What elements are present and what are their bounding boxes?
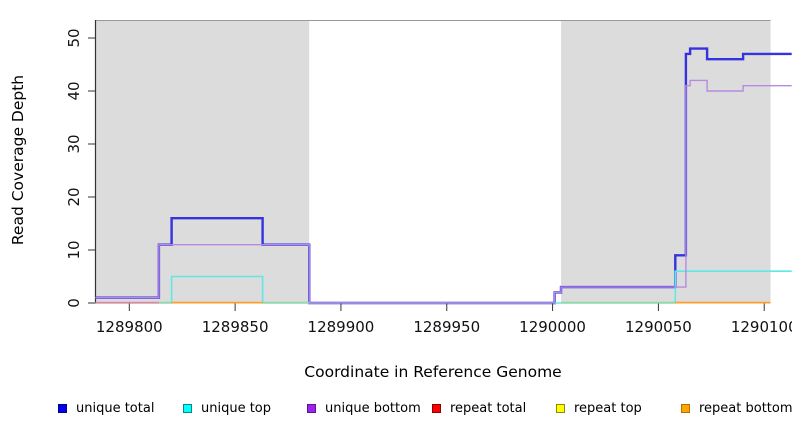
y-tick-label: 50 <box>65 28 83 47</box>
legend-swatch-repeat-total <box>432 403 441 413</box>
y-tick-label: 20 <box>65 187 83 206</box>
x-tick-label: 1290000 <box>519 318 586 336</box>
y-tick-label: 0 <box>65 298 83 308</box>
legend-item-unique-bottom: unique bottom <box>307 398 421 418</box>
legend-swatch-repeat-top <box>556 403 565 413</box>
series-unique-bottom <box>95 79 792 304</box>
x-tick-label: 1290100 <box>731 318 792 336</box>
x-tick-label: 1289850 <box>202 318 269 336</box>
legend-item-repeat-top: repeat top <box>556 398 642 418</box>
legend-swatch-unique-total <box>58 403 67 413</box>
shaded-region <box>95 21 310 303</box>
x-tick-label: 1289950 <box>413 318 480 336</box>
legend-item-repeat-bottom: repeat bottom <box>681 398 792 418</box>
legend-label: repeat top <box>574 400 642 416</box>
legend-item-repeat-total: repeat total <box>432 398 526 418</box>
legend-label: unique bottom <box>325 400 421 416</box>
y-tick-label: 40 <box>65 81 83 100</box>
x-axis-title: Coordinate in Reference Genome <box>304 363 561 381</box>
legend-label: repeat bottom <box>699 400 792 416</box>
series-unique-top <box>95 270 792 304</box>
legend-swatch-unique-bottom <box>307 403 316 413</box>
shaded-region <box>561 21 771 303</box>
y-tick-label: 30 <box>65 134 83 153</box>
legend-swatch-unique-top <box>183 403 192 413</box>
x-tick-label: 1289800 <box>96 318 163 336</box>
legend-label: repeat total <box>450 400 527 416</box>
y-axis-title: Read Coverage Depth <box>9 75 27 245</box>
y-tick-label: 10 <box>65 240 83 259</box>
legend-item-unique-top: unique top <box>183 398 271 418</box>
x-tick-label: 1289900 <box>308 318 375 336</box>
legend-label: unique top <box>201 400 272 416</box>
legend-label: unique total <box>76 400 155 416</box>
x-tick-label: 1290050 <box>625 318 692 336</box>
legend-swatch-repeat-bottom <box>681 403 690 413</box>
legend: unique total unique top unique bottom repea… <box>0 398 792 422</box>
legend-item-unique-total: unique total <box>58 398 154 418</box>
